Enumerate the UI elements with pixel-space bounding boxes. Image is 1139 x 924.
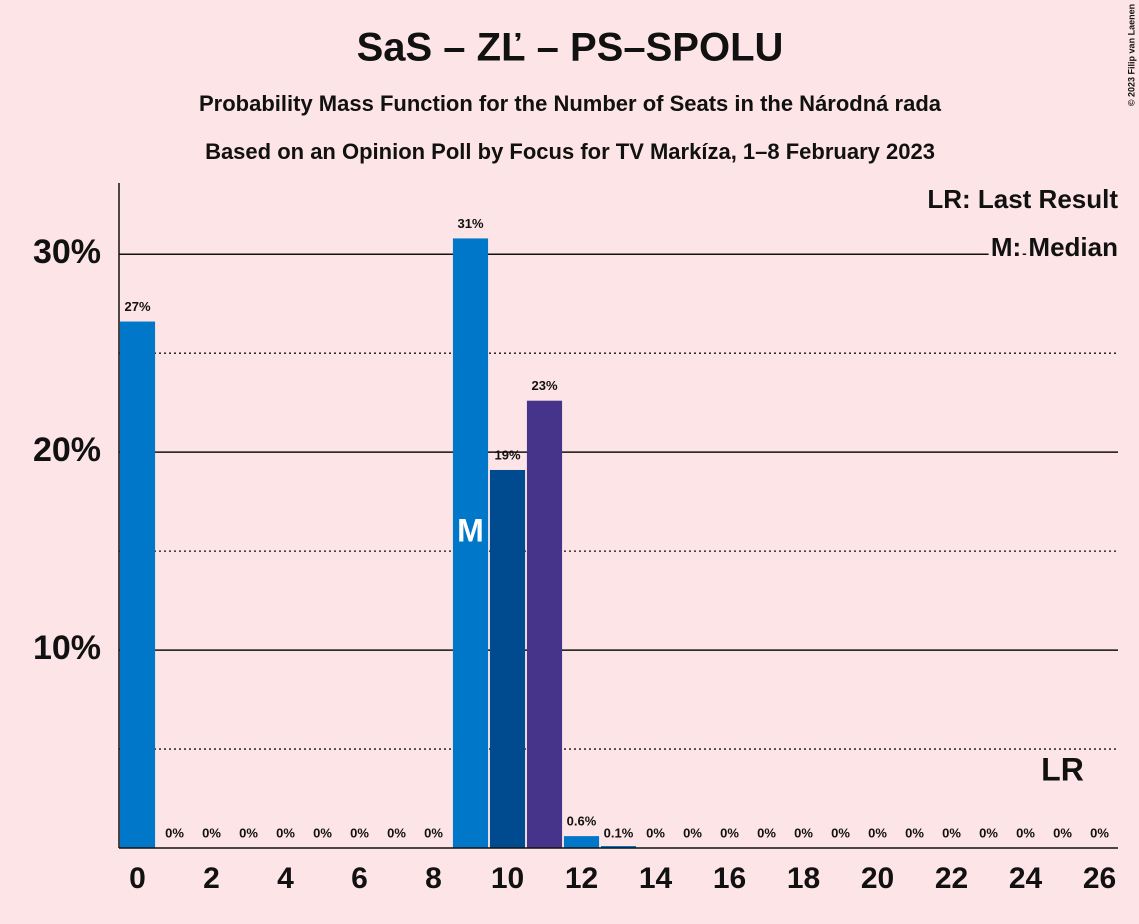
legend-entry: M: Median [991, 232, 1118, 262]
x-tick-label: 0 [129, 862, 146, 895]
value-label: 19% [494, 447, 520, 462]
value-label: 0% [1016, 825, 1035, 840]
value-label: 0% [1090, 825, 1109, 840]
last-result-marker: LR [1041, 751, 1084, 787]
value-label: 0% [905, 825, 924, 840]
value-label: 0% [646, 825, 665, 840]
y-tick-label: 10% [33, 629, 101, 667]
x-tick-label: 26 [1083, 862, 1116, 895]
bar [119, 321, 156, 849]
chart-subtitle: Probability Mass Function for the Number… [199, 91, 942, 116]
x-tick-label: 12 [565, 862, 598, 895]
value-label: 23% [531, 378, 557, 393]
value-label: 0% [942, 825, 961, 840]
bar [526, 400, 563, 848]
value-label: 0.1% [604, 825, 634, 840]
value-label: 0% [165, 825, 184, 840]
x-tick-label: 18 [787, 862, 820, 895]
copyright: © 2023 Filip van Laenen [1126, 4, 1136, 106]
x-tick-label: 20 [861, 862, 894, 895]
chart-subtitle: Based on an Opinion Poll by Focus for TV… [205, 139, 935, 164]
chart-title: SaS – ZĽ – PS–SPOLU [357, 26, 784, 70]
median-marker: M [457, 513, 484, 549]
value-label: 0% [979, 825, 998, 840]
value-label: 31% [457, 216, 483, 231]
value-label: 0% [424, 825, 443, 840]
bar [600, 846, 637, 848]
x-tick-label: 8 [425, 862, 442, 895]
x-tick-label: 6 [351, 862, 368, 895]
y-tick-label: 30% [33, 233, 101, 271]
value-label: 0% [276, 825, 295, 840]
bar [563, 836, 600, 848]
x-tick-label: 16 [713, 862, 746, 895]
value-label: 0% [683, 825, 702, 840]
value-label: 27% [124, 299, 150, 314]
value-label: 0% [387, 825, 406, 840]
value-label: 0% [794, 825, 813, 840]
y-tick-label: 20% [33, 431, 101, 469]
x-tick-label: 22 [935, 862, 968, 895]
x-tick-label: 10 [491, 862, 524, 895]
value-label: 0% [313, 825, 332, 840]
legend-entry: LR: Last Result [927, 184, 1118, 214]
value-label: 0% [757, 825, 776, 840]
value-label: 0% [239, 825, 258, 840]
value-label: 0% [831, 825, 850, 840]
value-label: 0% [1053, 825, 1072, 840]
bar [452, 238, 489, 848]
bar [489, 469, 526, 848]
x-tick-label: 14 [639, 862, 673, 895]
value-label: 0% [350, 825, 369, 840]
value-label: 0% [720, 825, 739, 840]
x-tick-label: 24 [1009, 862, 1043, 895]
value-label: 0% [868, 825, 887, 840]
value-label: 0.6% [567, 814, 597, 829]
value-label: 0% [202, 825, 221, 840]
x-tick-label: 4 [277, 862, 294, 895]
x-tick-label: 2 [203, 862, 220, 895]
